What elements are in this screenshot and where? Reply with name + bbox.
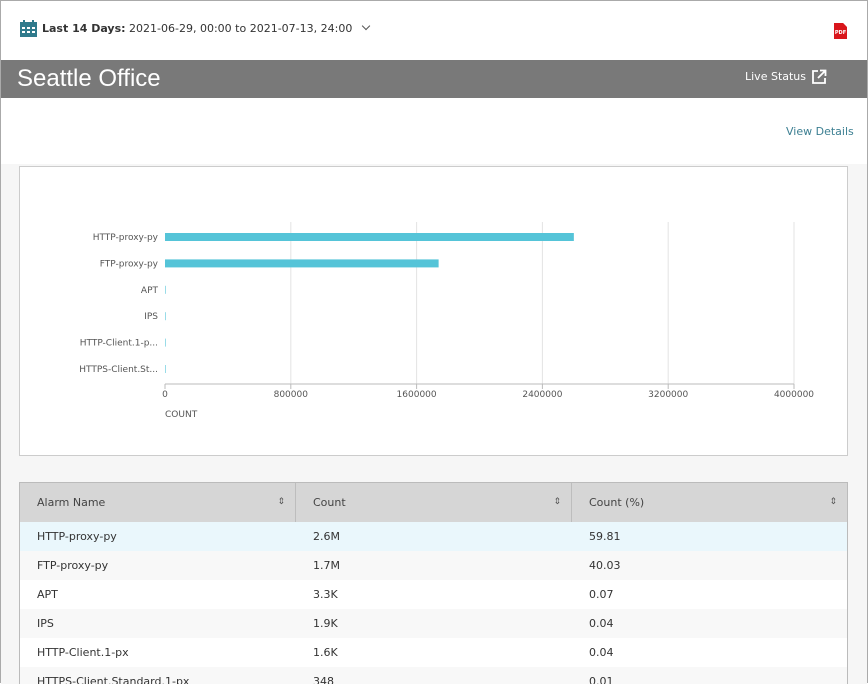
cell-count: 348 [313, 675, 334, 684]
bar [165, 259, 439, 268]
cell-count: 1.6K [313, 646, 338, 659]
table-row[interactable]: IPS 1.9K 0.04 [20, 609, 847, 638]
table-row[interactable]: HTTP-proxy-py 2.6M 59.81 [20, 522, 847, 551]
view-details-link[interactable]: View Details [786, 125, 854, 138]
cell-count: 2.6M [313, 530, 340, 543]
page-title: Seattle Office [17, 65, 161, 92]
page-header: Seattle Office Live Status [1, 60, 867, 98]
alarm-table: Alarm Name ⇕ Count ⇕ Count (%) ⇕ HTTP-proxy… [19, 482, 848, 684]
column-header-alarm-name[interactable]: Alarm Name ⇕ [20, 483, 296, 522]
chart-panel: 0 800000 1600000 2400000 3200000 4000000 HTTP-… [19, 166, 848, 456]
x-axis-label: COUNT [165, 410, 198, 420]
column-header-count[interactable]: Count ⇕ [296, 483, 572, 522]
x-tick-label: 1600000 [397, 390, 437, 400]
cell-count-percent: 59.81 [589, 530, 621, 543]
calendar-icon[interactable] [20, 20, 37, 37]
cell-alarm-name: HTTPS-Client.Standard.1-px [37, 675, 190, 684]
sort-icon[interactable]: ⇕ [277, 497, 285, 507]
x-tick-label: 3200000 [648, 390, 688, 400]
cell-alarm-name: APT [37, 588, 58, 601]
date-range-selector[interactable]: Last 14 Days: 2021-06-29, 00:00 to 2021-… [42, 21, 371, 35]
bar [165, 233, 574, 241]
cell-count-percent: 0.07 [589, 588, 614, 601]
column-header-count-percent[interactable]: Count (%) ⇕ [572, 483, 847, 522]
pdf-text: PDF [834, 30, 847, 36]
cell-count: 1.9K [313, 617, 338, 630]
cell-count-percent: 0.04 [589, 617, 614, 630]
y-tick-label: IPS [144, 312, 158, 322]
x-tick-label: 2400000 [522, 390, 562, 400]
cell-alarm-name: HTTP-proxy-py [37, 530, 117, 543]
live-status-link[interactable]: Live Status [745, 70, 807, 83]
cell-alarm-name: HTTP-Client.1-px [37, 646, 129, 659]
external-link-icon[interactable] [811, 69, 827, 85]
y-tick-label: FTP-proxy-py [100, 259, 159, 269]
table-row[interactable]: FTP-proxy-py 1.7M 40.03 [20, 551, 847, 580]
cell-count-percent: 0.04 [589, 646, 614, 659]
cell-count-percent: 40.03 [589, 559, 621, 572]
cell-count: 3.3K [313, 588, 338, 601]
bar [165, 338, 166, 347]
column-label: Count (%) [589, 496, 645, 509]
x-tick-label: 800000 [274, 390, 309, 400]
cell-alarm-name: FTP-proxy-py [37, 559, 109, 572]
cell-count-percent: 0.01 [589, 675, 614, 684]
y-tick-label: HTTP-proxy-py [93, 233, 159, 243]
table-header: Alarm Name ⇕ Count ⇕ Count (%) ⇕ [20, 483, 847, 522]
bar [165, 365, 166, 373]
sort-icon[interactable]: ⇕ [553, 497, 561, 507]
cell-count: 1.7M [313, 559, 340, 572]
bar [165, 312, 166, 321]
table-row[interactable]: HTTP-Client.1-px 1.6K 0.04 [20, 638, 847, 667]
bar [165, 285, 166, 294]
cell-alarm-name: IPS [37, 617, 54, 630]
top-bar: Last 14 Days: 2021-06-29, 00:00 to 2021-… [1, 1, 867, 60]
x-tick-label: 4000000 [774, 390, 814, 400]
date-range-value: 2021-06-29, 00:00 to 2021-07-13, 24:00 [129, 22, 353, 35]
chevron-down-icon [361, 21, 371, 31]
pdf-icon[interactable]: PDF [834, 23, 847, 39]
column-label: Count [313, 496, 346, 509]
date-range-label: Last 14 Days: [42, 22, 126, 35]
y-tick-label: HTTP-Client.1-p... [80, 339, 158, 349]
y-tick-label: APT [141, 286, 159, 296]
x-tick-label: 0 [162, 390, 168, 400]
y-tick-label: HTTPS-Client.St... [79, 365, 158, 375]
column-label: Alarm Name [37, 496, 106, 509]
table-row[interactable]: HTTPS-Client.Standard.1-px 348 0.01 [20, 667, 847, 684]
bar-chart: 0 800000 1600000 2400000 3200000 4000000 HTTP-… [79, 222, 814, 420]
table-body: HTTP-proxy-py 2.6M 59.81 FTP-proxy-py 1.7M 40… [20, 522, 847, 684]
sort-icon[interactable]: ⇕ [829, 497, 837, 507]
table-row[interactable]: APT 3.3K 0.07 [20, 580, 847, 609]
